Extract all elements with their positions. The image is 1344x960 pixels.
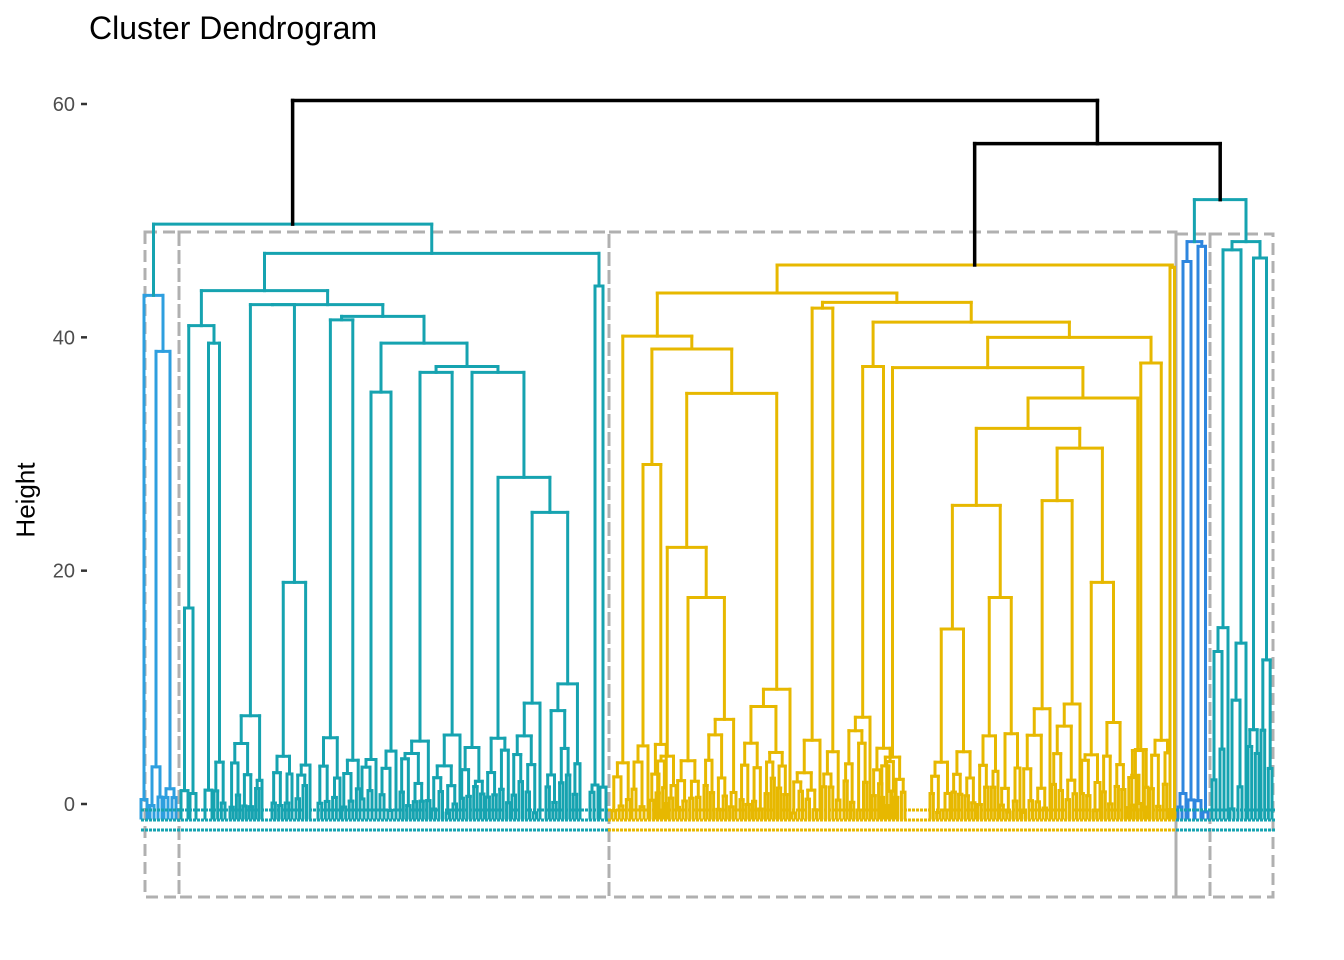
chart-title: Cluster Dendrogram [89, 10, 378, 46]
dendrogram-tree [139, 98, 1274, 820]
y-tick-label: 20 [53, 561, 75, 583]
y-tick-label: 40 [53, 327, 75, 349]
y-tick-label: 60 [53, 94, 75, 116]
leaf-labels [141, 808, 1276, 832]
cluster-box-5 [1208, 232, 1275, 899]
y-axis: 0 20 40 60 [53, 94, 87, 816]
y-tick-label: 0 [64, 794, 75, 816]
cluster-box-3 [607, 230, 1178, 899]
